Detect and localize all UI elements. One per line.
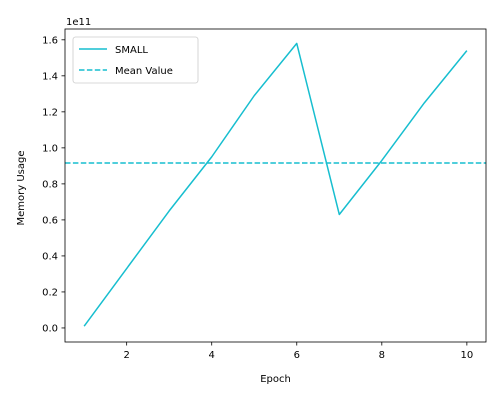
y-tick-label: 1.4: [42, 71, 58, 82]
y-tick-label: 0.4: [42, 251, 58, 262]
x-tick-label: 4: [209, 350, 215, 361]
y-tick-label: 0.2: [42, 287, 58, 298]
x-tick-label: 2: [123, 350, 129, 361]
y-tick-label: 0.0: [42, 323, 58, 334]
y-offset-label: 1e11: [66, 17, 91, 28]
legend-label: Mean Value: [115, 66, 173, 77]
y-tick-label: 1.6: [42, 35, 58, 46]
x-tick-label: 6: [294, 350, 300, 361]
y-tick-label: 0.6: [42, 215, 58, 226]
y-tick-label: 1.2: [42, 107, 58, 118]
y-tick-label: 0.8: [42, 179, 58, 190]
axes-frame: [64, 28, 487, 343]
x-tick-label: 8: [379, 350, 385, 361]
legend: SMALL Mean Value: [72, 36, 199, 84]
series-layer: [65, 42, 486, 327]
legend-label: SMALL: [115, 45, 148, 56]
x-axis-label: Epoch: [260, 374, 291, 385]
series-line-small: [83, 42, 468, 327]
y-axis-label: Memory Usage: [16, 150, 27, 225]
axes-layer: 2 4 6 8 10 0.0 0.2 0.4 0.6 0.8 1.0 1.2 1.4 1.6: [42, 28, 487, 361]
y-tick-label: 1.0: [42, 143, 58, 154]
x-tick-label: 10: [460, 350, 473, 361]
